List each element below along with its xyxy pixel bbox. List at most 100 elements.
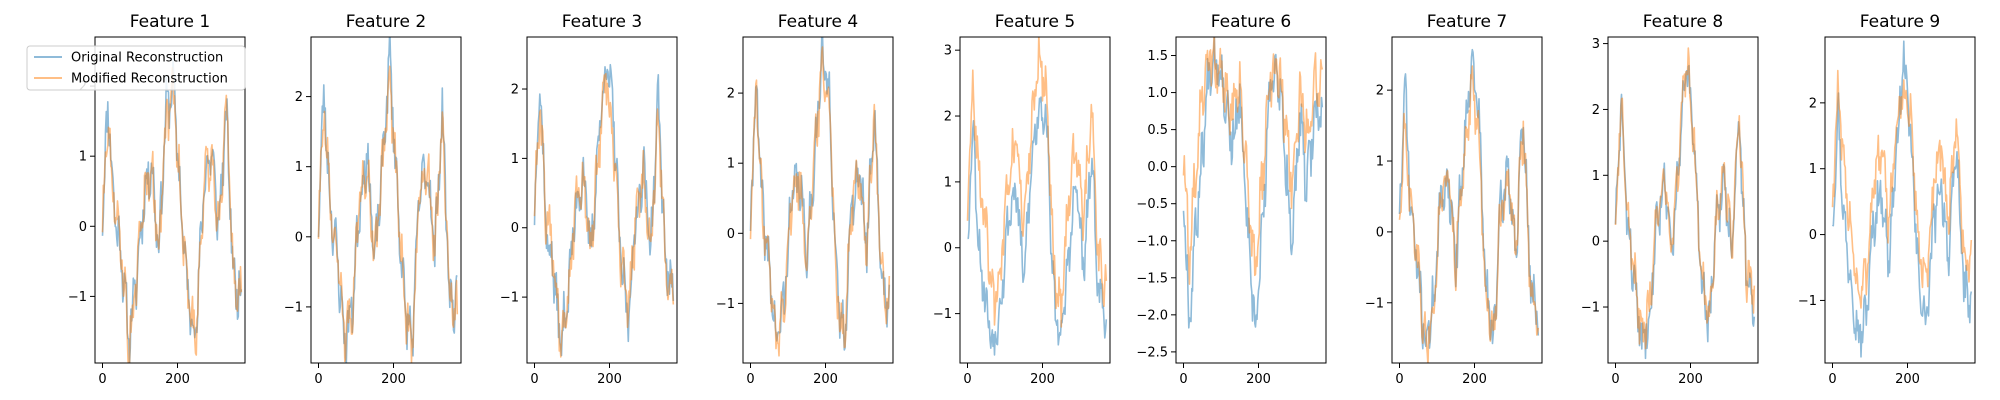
series-line-modified [1614, 47, 1756, 350]
x-tick-label: 0 [1611, 372, 1619, 387]
y-tick-label: −1 [933, 307, 952, 322]
axes-frame [742, 36, 894, 364]
x-tick-label: 200 [1678, 372, 1703, 387]
y-tick-label: −1 [716, 297, 735, 312]
subplot-feature-2: Feature 2 0 200 −1 0 1 2 [284, 12, 462, 387]
y-tick-label: −1 [1798, 294, 1817, 309]
subplot-feature-5: Feature 5 0 200 −1 0 1 2 3 [933, 12, 1111, 387]
x-tick-label: 0 [530, 372, 538, 387]
subplot-feature-9: Feature 9 0 200 −1 0 1 2 [1798, 12, 1976, 387]
y-tick-label: 1 [1376, 155, 1384, 170]
y-tick-label: 1 [727, 157, 735, 172]
axes-frame [1607, 36, 1759, 364]
y-tick-label: 0 [727, 227, 735, 242]
y-tick-label: 1 [295, 160, 303, 175]
y-tick-label: −1.5 [1136, 271, 1168, 286]
y-tick-label: 2 [727, 87, 735, 102]
x-tick-label: 0 [963, 372, 971, 387]
y-tick-label: 2 [1376, 84, 1384, 99]
series-line-modified [966, 37, 1108, 328]
y-tick-label: −1 [284, 300, 303, 315]
y-tick-label: 1 [1809, 162, 1817, 177]
x-tick-label: 200 [1462, 372, 1487, 387]
subplot-feature-8: Feature 8 0 200 −1 0 1 2 3 [1581, 12, 1759, 387]
y-tick-label: 1 [1592, 169, 1600, 184]
series-line-modified [317, 65, 459, 363]
series-line-modified [533, 72, 675, 358]
series-line-original [967, 96, 1108, 356]
subplot-title: Feature 6 [1211, 12, 1291, 32]
y-tick-label: −1.0 [1136, 234, 1168, 249]
y-tick-label: −2.5 [1136, 345, 1168, 360]
series-line-modified [1831, 69, 1973, 309]
x-tick-label: 200 [165, 372, 190, 387]
x-tick-label: 200 [813, 372, 838, 387]
subplot-title: Feature 5 [995, 12, 1075, 32]
x-tick-label: 200 [381, 372, 406, 387]
y-tick-label: −1 [1365, 296, 1384, 311]
y-tick-label: −1 [500, 291, 519, 306]
subplot-title: Feature 2 [346, 12, 426, 32]
subplot-feature-4: Feature 4 0 200 −1 0 1 2 [716, 12, 894, 387]
x-tick-label: 0 [314, 372, 322, 387]
y-tick-label: 0 [79, 220, 87, 235]
subplot-title: Feature 7 [1427, 12, 1507, 32]
series-line-original [1182, 37, 1324, 329]
subplot-title: Feature 4 [778, 12, 858, 32]
legend: Original Reconstruction Modified Reconstr… [26, 45, 246, 91]
y-tick-label: 2 [295, 90, 303, 105]
y-tick-label: 3 [1592, 37, 1600, 52]
y-tick-label: 1.0 [1147, 86, 1168, 101]
x-tick-label: 0 [746, 372, 754, 387]
series-line-modified [101, 67, 243, 363]
subplot-feature-3: Feature 3 0 200 −1 0 1 2 [500, 12, 678, 387]
subplot-title: Feature 9 [1860, 12, 1940, 32]
y-tick-label: 0 [511, 221, 519, 236]
y-tick-label: 0.0 [1147, 160, 1168, 175]
y-tick-label: 2 [511, 83, 519, 98]
y-tick-label: −1 [68, 290, 87, 305]
subplot-feature-6: Feature 6 0 200 −2.5 −2.0 −1.5 −1.0 −0.5 0.0 0.5 1… [1136, 12, 1327, 387]
subplot-feature-7: Feature 7 0 200 −1 0 1 2 [1365, 12, 1543, 387]
x-tick-label: 0 [1179, 372, 1187, 387]
series-line-modified [1398, 65, 1540, 363]
y-tick-label: 0 [1809, 228, 1817, 243]
axes-frame [959, 36, 1111, 364]
series-line-original [1831, 40, 1973, 358]
y-tick-label: 0 [1376, 225, 1384, 240]
y-tick-label: 1 [944, 175, 952, 190]
y-tick-label: 3 [944, 44, 952, 59]
axes-frame [1175, 36, 1327, 364]
y-tick-label: −0.5 [1136, 197, 1168, 212]
subplot-title: Feature 8 [1643, 12, 1723, 32]
x-tick-label: 200 [1246, 372, 1271, 387]
y-tick-label: −2.0 [1136, 308, 1168, 323]
subplot-title: Feature 3 [562, 12, 642, 32]
axes-frame [526, 36, 678, 364]
axes-frame [1391, 36, 1543, 364]
x-tick-label: 0 [1828, 372, 1836, 387]
y-tick-label: 1 [511, 152, 519, 167]
x-tick-label: 0 [98, 372, 106, 387]
y-tick-label: 0 [944, 241, 952, 256]
subplot-title: Feature 1 [130, 12, 210, 32]
legend-label-modified: Modified Reconstruction [71, 72, 228, 87]
y-tick-label: 2 [944, 110, 952, 125]
y-tick-label: 2 [1809, 96, 1817, 111]
axes-frame [94, 36, 246, 364]
x-tick-label: 0 [1395, 372, 1403, 387]
y-tick-label: 0.5 [1147, 123, 1168, 138]
x-tick-label: 200 [597, 372, 622, 387]
legend-label-original: Original Reconstruction [71, 51, 223, 66]
axes-frame [1824, 36, 1976, 364]
x-tick-label: 200 [1895, 372, 1920, 387]
legend-box [26, 45, 246, 91]
y-tick-label: 1 [79, 150, 87, 165]
y-tick-label: 1.5 [1147, 49, 1168, 64]
y-tick-label: 2 [1592, 103, 1600, 118]
y-tick-label: 0 [295, 230, 303, 245]
y-tick-label: 0 [1592, 235, 1600, 250]
y-tick-label: −1 [1581, 301, 1600, 316]
